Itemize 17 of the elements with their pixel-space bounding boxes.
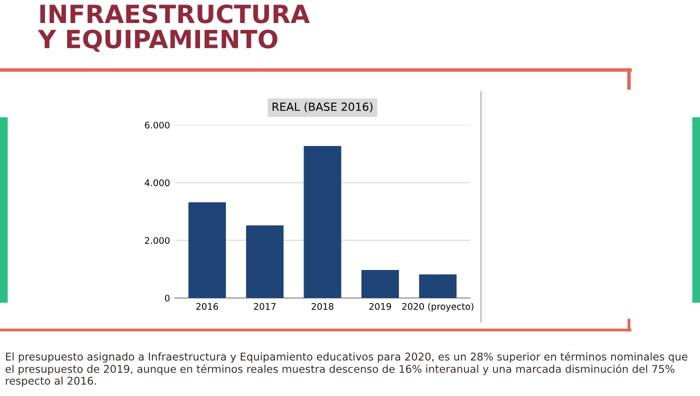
- x-tick-label: 2019: [369, 303, 392, 310]
- bar: [419, 274, 457, 298]
- bar: [188, 202, 226, 298]
- y-tick-label: 0: [164, 294, 170, 302]
- bar: [246, 225, 284, 298]
- x-tick-label: 2020 (proyecto): [402, 302, 474, 312]
- bar: [361, 270, 399, 298]
- chart-title: INFRAESTRUCTURA Y EQUIPAMIENTO: [38, 4, 310, 52]
- x-tick-label: 2016: [196, 303, 218, 310]
- text: El presupuesto asignado a Infraestructura y Equipamiento educativos para 2020, es un 28% superior en términos nominales que el presupuesto de 2019, aunque en términos reales muestra descenso de 16% interanual y una marcada disminución del 75% respecto al 2016.: [6, 352, 688, 387]
- y-tick-label: 2.000: [144, 237, 170, 244]
- x-tick-label: 2017: [254, 303, 276, 310]
- chart-subtitle: REAL (BASE 2016): [272, 102, 372, 112]
- y-tick-label: 6.000: [144, 122, 170, 129]
- bar: [304, 146, 342, 298]
- x-tick-label: 2018: [312, 303, 334, 310]
- y-tick-label: 4.000: [144, 179, 170, 186]
